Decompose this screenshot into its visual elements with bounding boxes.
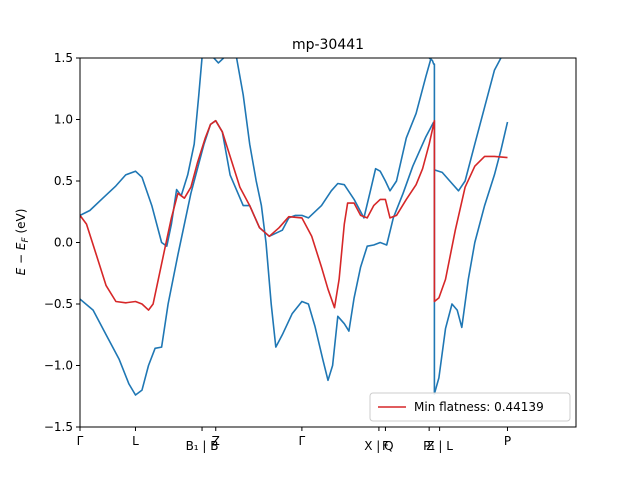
x-axis: Γ L B₁ | BZ Γ X | QF P₁Z | L P — [77, 427, 511, 453]
y-tick-label: 0.0 — [54, 236, 73, 250]
band-line — [213, 58, 225, 64]
band-line — [80, 58, 203, 247]
kpoint-label: P — [504, 434, 511, 448]
y-tick-label: 1.0 — [54, 113, 73, 127]
kpoint-label: P₁ — [423, 439, 435, 453]
y-tick-label: −1.5 — [44, 420, 73, 434]
kpoint-label: Γ — [299, 434, 306, 448]
kpoint-label: B₁ | B — [186, 439, 219, 453]
kpoint-label: Γ — [77, 434, 84, 448]
band-line — [433, 121, 509, 395]
plot-lines — [80, 58, 509, 396]
y-axis-label: E − EF (eV) — [14, 209, 31, 276]
kpoint-label: X | Q — [364, 439, 393, 453]
y-tick-label: 1.5 — [54, 51, 73, 65]
y-axis: −1.5 −1.0 −0.5 0.0 0.5 1.0 1.5 — [44, 51, 80, 434]
legend-label: Min flatness: 0.44139 — [414, 400, 544, 414]
flat-band-line — [80, 119, 508, 311]
legend-box — [369, 392, 571, 422]
kpoint-label: Z — [212, 434, 220, 448]
band-line — [434, 58, 502, 192]
y-tick-label: 0.5 — [54, 174, 73, 188]
kpoint-label: Z | L — [426, 439, 453, 453]
kpoint-label: F — [382, 439, 389, 453]
legend: Min flatness: 0.44139 — [369, 392, 571, 422]
kpoint-label: L — [132, 434, 139, 448]
y-tick-label: −0.5 — [44, 297, 73, 311]
chart-title: mp-30441 — [292, 37, 364, 53]
band-line — [235, 58, 435, 382]
y-tick-label: −1.0 — [44, 359, 73, 373]
